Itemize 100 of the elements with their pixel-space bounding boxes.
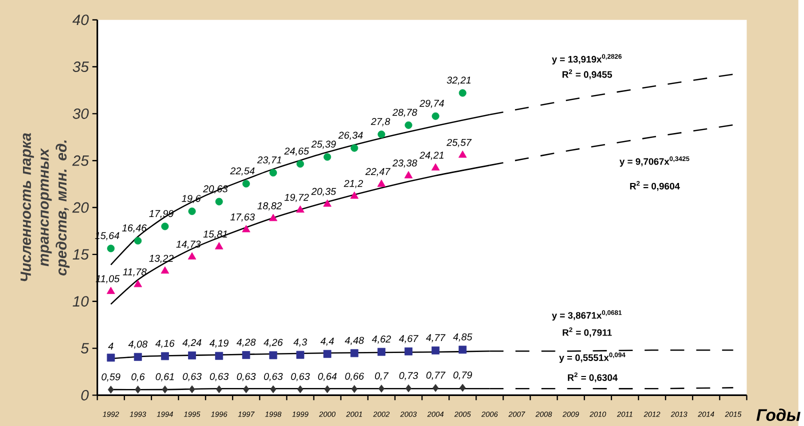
point — [107, 244, 115, 252]
point — [215, 352, 224, 360]
y-tick-label: 40 — [72, 14, 89, 26]
point — [351, 385, 358, 393]
data-label: 0,66 — [345, 372, 364, 381]
point — [270, 385, 276, 394]
data-label: 4,77 — [426, 334, 446, 342]
point — [405, 384, 412, 392]
data-label: 24,21 — [419, 152, 444, 160]
point — [404, 171, 413, 178]
point — [216, 385, 222, 394]
annotation: y = 0,5551x$^{0,094}$ — [559, 352, 626, 363]
data-label: 20,35 — [311, 188, 336, 196]
point — [242, 180, 250, 188]
data-label: 0,6 — [131, 373, 145, 382]
point — [134, 352, 142, 361]
point — [377, 348, 386, 356]
data-label: 0,61 — [156, 373, 174, 382]
data-label: 0,7 — [374, 372, 389, 380]
data-label: 4,24 — [182, 339, 202, 348]
data-label: 4,19 — [210, 340, 229, 348]
point — [324, 153, 332, 161]
point — [432, 384, 439, 392]
point — [162, 386, 168, 394]
data-label: 4,08 — [128, 340, 148, 349]
point — [431, 163, 440, 170]
data-label: 19,72 — [284, 194, 309, 202]
data-label: 0,63 — [291, 372, 310, 382]
annotation: R$^{2}$ = 0,9604 — [630, 181, 680, 191]
point — [378, 130, 386, 138]
point — [188, 351, 196, 360]
data-label: 4,4 — [320, 338, 334, 346]
point — [323, 199, 332, 207]
point — [106, 286, 115, 294]
point — [161, 352, 169, 360]
annotation: y = 3,8671x$^{0,0681}$ — [552, 310, 622, 321]
point — [350, 349, 358, 358]
data-label: 18,82 — [257, 202, 282, 210]
data-label: 24,65 — [284, 148, 310, 156]
data-label: 14,73 — [176, 240, 201, 249]
point — [296, 205, 304, 213]
point — [269, 168, 277, 176]
point — [458, 89, 466, 97]
data-label: 15,81 — [203, 230, 227, 239]
y-tick-label: 25 — [72, 155, 89, 166]
point — [350, 144, 358, 152]
point — [460, 384, 466, 392]
data-label: 11,78 — [122, 268, 147, 277]
point — [432, 112, 440, 120]
point — [214, 242, 224, 250]
data-label: 26,34 — [338, 132, 363, 140]
point — [323, 350, 332, 358]
point — [188, 208, 196, 216]
data-label: 28,78 — [392, 108, 418, 118]
point — [134, 386, 141, 394]
data-label: 0,77 — [426, 372, 446, 380]
point — [378, 384, 384, 393]
point — [458, 150, 467, 158]
point — [269, 351, 278, 360]
data-label: 0,63 — [210, 372, 229, 382]
point — [189, 385, 196, 394]
point — [242, 225, 250, 232]
data-label: 0,63 — [236, 372, 256, 382]
data-label: 4,28 — [236, 338, 256, 347]
data-label: 29,74 — [419, 100, 444, 108]
point — [296, 160, 304, 168]
point — [377, 180, 386, 187]
data-label: 4,67 — [398, 335, 418, 344]
data-label: 17,63 — [230, 213, 255, 222]
data-label: 25,57 — [446, 138, 472, 148]
data-label: 4,26 — [264, 338, 283, 348]
point — [106, 354, 115, 362]
point — [160, 266, 170, 274]
point — [297, 385, 304, 394]
y-tick-label: 0 — [81, 390, 89, 400]
annotation: R$^{2}$ = 0,7911 — [562, 327, 612, 338]
point — [458, 346, 467, 354]
data-label: 13,22 — [149, 254, 174, 264]
y-tick-label: 30 — [72, 108, 89, 119]
point — [404, 121, 412, 129]
data-label: 0,73 — [399, 372, 418, 380]
annotation: y = 13,919x$^{0,2826}$ — [552, 54, 622, 64]
x-axis-title: Годы — [756, 408, 800, 421]
point — [296, 350, 304, 359]
data-label: 23,71 — [257, 156, 282, 165]
point — [324, 385, 330, 394]
point — [242, 351, 250, 359]
point — [188, 252, 196, 260]
data-label: 27,8 — [370, 118, 390, 126]
point — [161, 222, 169, 230]
point — [350, 192, 359, 199]
annotation: R$^{2}$ = 0,9455 — [562, 69, 612, 80]
data-label: 21,2 — [344, 180, 363, 188]
point — [215, 198, 223, 206]
data-label: 0,59 — [102, 373, 120, 382]
data-label: 0,79 — [453, 371, 472, 380]
data-label: 0,64 — [318, 372, 337, 382]
annotation: y = 9,7067x$^{0,3425}$ — [620, 156, 690, 167]
y-axis-title: Численность парка транспортных средств, млн. ед. — [20, 133, 70, 282]
y-tick-label: 10 — [72, 296, 89, 307]
